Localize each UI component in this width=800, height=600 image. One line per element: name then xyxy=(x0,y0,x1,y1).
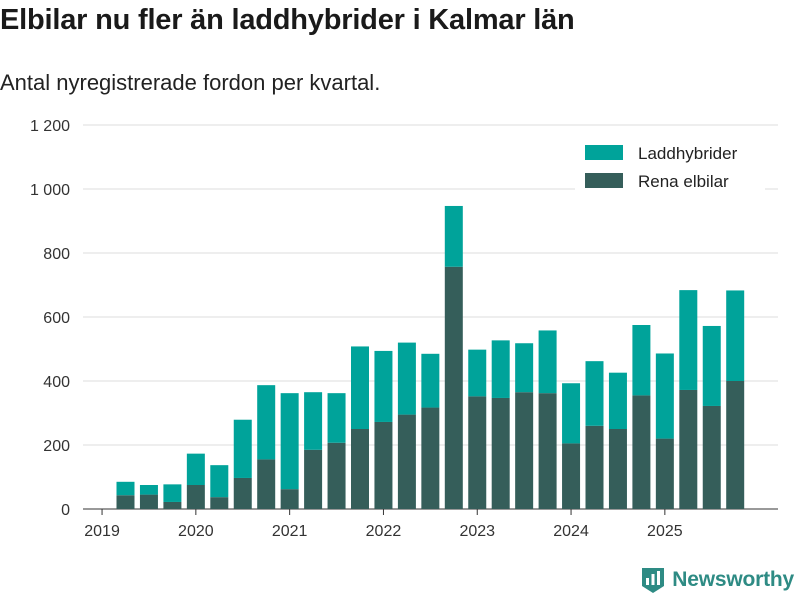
bar-rena-elbilar xyxy=(632,395,651,509)
bar-rena-elbilar xyxy=(233,477,252,509)
bar-rena-elbilar xyxy=(468,396,487,509)
x-tick-label: 2022 xyxy=(366,523,402,540)
bar-rena-elbilar xyxy=(679,389,698,509)
y-axis-ticks: 0 200 400 600 800 1 000 1 200 xyxy=(30,118,70,519)
chart-subtitle: Antal nyregistrerade fordon per kvartal. xyxy=(0,70,381,95)
y-tick-label: 0 xyxy=(61,502,70,519)
bar-rena-elbilar xyxy=(351,429,369,509)
bar-rena-elbilar xyxy=(655,438,674,509)
bar-rena-elbilar xyxy=(327,442,346,509)
bar-rena-elbilar xyxy=(562,443,581,509)
bar-rena-elbilar xyxy=(257,459,276,509)
newsworthy-logo-icon xyxy=(642,568,665,593)
bar-laddhybrider xyxy=(327,393,346,443)
y-tick-label: 1 000 xyxy=(30,182,70,199)
y-tick-label: 600 xyxy=(43,310,70,327)
bar-laddhybrider xyxy=(726,290,745,381)
bar-laddhybrider xyxy=(679,290,698,390)
bar-laddhybrider xyxy=(374,350,393,422)
y-tick-label: 800 xyxy=(43,246,70,263)
bar-rena-elbilar xyxy=(444,266,463,509)
bar-laddhybrider xyxy=(257,385,276,460)
bar-laddhybrider xyxy=(233,419,252,478)
chart-title: Elbilar nu fler än laddhybrider i Kalmar… xyxy=(0,4,575,36)
bar-rena-elbilar xyxy=(726,381,745,509)
bar-laddhybrider xyxy=(491,340,510,398)
bar-laddhybrider xyxy=(116,481,135,496)
bar-laddhybrider xyxy=(562,383,581,444)
brand-name: Newsworthy xyxy=(672,568,794,591)
x-axis-ticks: 2019 2020 2021 2022 2023 2024 2025 xyxy=(84,509,683,540)
bar-laddhybrider xyxy=(280,393,299,490)
bar-laddhybrider xyxy=(608,372,627,429)
bar-rena-elbilar xyxy=(515,392,534,509)
bar-rena-elbilar xyxy=(491,397,510,509)
bar-rena-elbilar xyxy=(210,497,229,509)
y-tick-label: 1 200 xyxy=(30,118,70,135)
x-tick-label: 2021 xyxy=(272,523,308,540)
bar-rena-elbilar xyxy=(116,495,135,509)
y-tick-label: 200 xyxy=(43,438,70,455)
bar-laddhybrider xyxy=(139,485,158,495)
bar-rena-elbilar xyxy=(702,405,721,509)
bar-laddhybrider xyxy=(186,453,205,485)
bar-rena-elbilar xyxy=(280,489,299,509)
bar-laddhybrider xyxy=(304,392,323,450)
bar-laddhybrider xyxy=(585,361,604,426)
bar-rena-elbilar xyxy=(163,501,182,509)
bar-laddhybrider xyxy=(397,342,416,415)
bar-rena-elbilar xyxy=(304,449,323,509)
bar-laddhybrider xyxy=(468,349,487,397)
legend-swatch-laddhybrider xyxy=(585,145,623,160)
x-tick-label: 2023 xyxy=(459,523,495,540)
bar-rena-elbilar xyxy=(585,425,604,509)
x-tick-label: 2024 xyxy=(553,523,589,540)
legend: Laddhybrider Rena elbilar xyxy=(575,138,765,194)
brand-logo: Newsworthy xyxy=(640,566,794,594)
x-tick-label: 2019 xyxy=(84,523,120,540)
bar-laddhybrider xyxy=(351,346,369,429)
bar-rena-elbilar xyxy=(421,407,440,509)
bar-rena-elbilar xyxy=(186,485,205,509)
bar-rena-elbilar xyxy=(608,429,627,509)
bar-rena-elbilar xyxy=(538,393,557,509)
bar-laddhybrider xyxy=(632,325,651,396)
bar-laddhybrider xyxy=(421,353,440,408)
bar-rena-elbilar xyxy=(139,494,158,509)
bar-laddhybrider xyxy=(444,205,463,267)
legend-label-laddhybrider: Laddhybrider xyxy=(638,144,738,163)
legend-swatch-rena-elbilar xyxy=(585,173,623,188)
bar-laddhybrider xyxy=(702,325,721,406)
bar-laddhybrider xyxy=(515,343,534,393)
bar-laddhybrider xyxy=(210,465,229,498)
bar-rena-elbilar xyxy=(374,421,393,509)
bar-rena-elbilar xyxy=(397,414,416,509)
x-tick-label: 2025 xyxy=(647,523,683,540)
bar-laddhybrider xyxy=(655,353,674,439)
legend-label-rena-elbilar: Rena elbilar xyxy=(638,172,729,191)
bar-laddhybrider xyxy=(163,484,182,502)
bars xyxy=(116,205,745,509)
bar-laddhybrider xyxy=(538,330,557,394)
x-tick-label: 2020 xyxy=(178,523,214,540)
y-tick-label: 400 xyxy=(43,374,70,391)
